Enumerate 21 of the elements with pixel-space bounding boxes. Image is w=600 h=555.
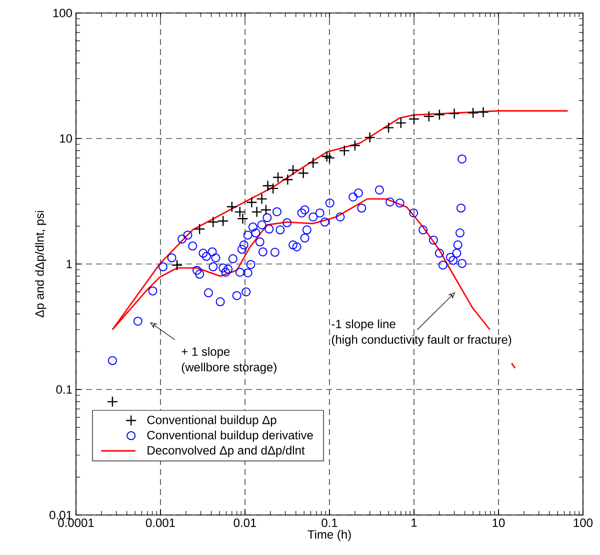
x-tick-label: 0.01	[234, 518, 256, 528]
legend-label: Deconvolved Δp and dΔp/dlnt	[148, 446, 305, 457]
annotation: -1 slope line	[332, 319, 396, 331]
annotation: + 1 slope	[182, 347, 230, 358]
y-tick-label: 0.1	[56, 385, 72, 394]
x-tick-label: 0.1	[322, 518, 338, 528]
x-tick-label: 0.001	[146, 518, 175, 528]
x-axis-title: Time (h)	[308, 530, 351, 542]
x-tick-label: 100	[574, 518, 593, 528]
annotation: (wellbore storage)	[182, 362, 276, 374]
y-tick-label: 1	[66, 260, 72, 268]
x-tick-label: 1	[412, 518, 417, 527]
y-tick-label: 0.01	[50, 510, 72, 520]
x-tick-label: 0.0001	[58, 518, 94, 528]
y-axis-title: Δp and dΔp/dlnt, psi	[35, 211, 46, 318]
y-tick-label: 100	[53, 8, 72, 18]
x-tick-label: 10	[492, 518, 505, 528]
legend-label: Conventional buildup derivative	[147, 430, 313, 442]
legend-label: Conventional buildup Δp	[147, 415, 276, 427]
y-tick-label: 10	[60, 134, 72, 143]
annotation: (high conductivity fault or fracture)	[332, 335, 512, 346]
